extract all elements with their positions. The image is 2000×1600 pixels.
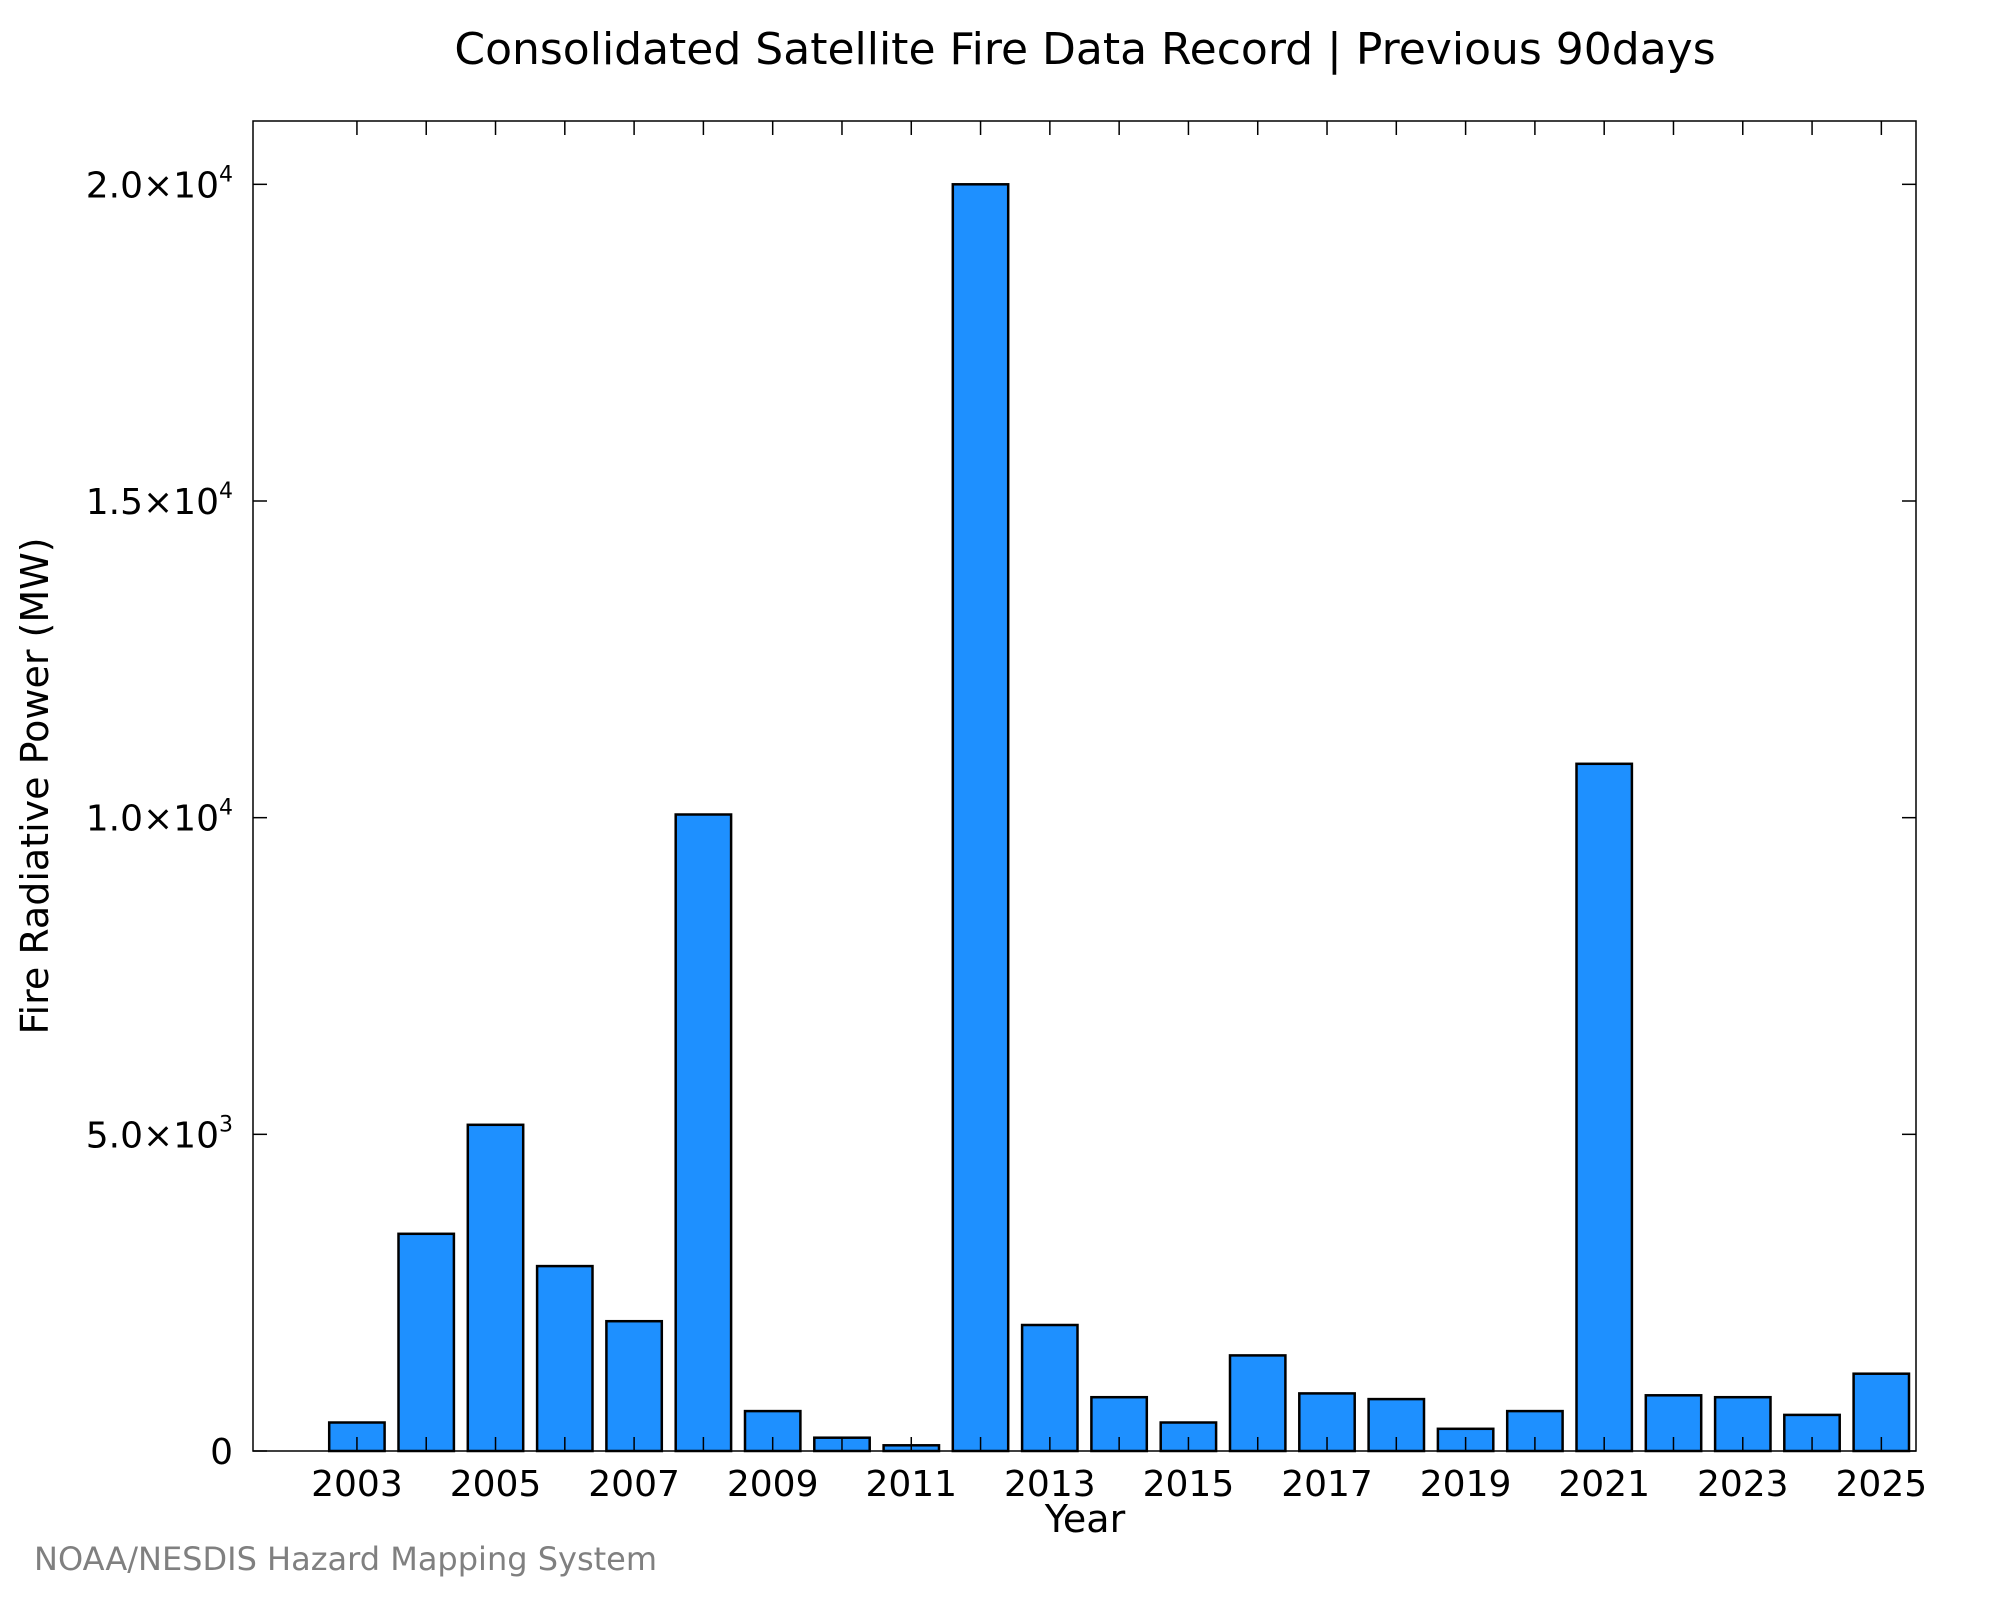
x-tick-label: 2005 — [450, 1464, 542, 1505]
plot-frame — [252, 120, 1917, 1452]
y-axis: 0 5.0×103 1.0×104 1.5×104 2.0×104 — [86, 162, 1916, 1473]
bar-2016 — [1228, 1354, 1287, 1453]
x-tick-label: 2021 — [1558, 1464, 1650, 1505]
bar-2013 — [1020, 1323, 1079, 1453]
x-tick-label: 2007 — [588, 1464, 680, 1505]
bar-2006 — [535, 1264, 594, 1453]
x-tick-label: 2003 — [311, 1464, 403, 1505]
y-axis-label: Fire Radiative Power (MW) — [13, 537, 57, 1034]
x-tick-label: 2025 — [1836, 1464, 1928, 1505]
x-tick-label: 2009 — [727, 1464, 819, 1505]
x-tick-label: 2023 — [1697, 1464, 1789, 1505]
x-tick-label: 2013 — [1004, 1464, 1096, 1505]
chart-title: Consolidated Satellite Fire Data Record … — [454, 24, 1715, 75]
y-tick-label: 1.0×104 — [86, 796, 233, 840]
x-axis: 2003 2005 2007 2009 2011 2013 2015 2017 2019 2021… — [311, 121, 1927, 1505]
y-tick-label: 0 — [210, 1432, 233, 1473]
x-tick-label: 2019 — [1420, 1464, 1512, 1505]
bar-2012 — [951, 183, 1010, 1453]
x-tick-label: 2015 — [1143, 1464, 1235, 1505]
bar-2008 — [674, 813, 733, 1453]
x-tick-label: 2017 — [1281, 1464, 1373, 1505]
y-tick-label: 2.0×104 — [86, 162, 233, 206]
bar-2007 — [605, 1319, 664, 1453]
bar-2004 — [397, 1232, 456, 1453]
source-credit: NOAA/NESDIS Hazard Mapping System — [34, 1540, 658, 1578]
y-tick-label: 1.5×104 — [86, 479, 233, 523]
bar-2005 — [466, 1123, 525, 1453]
bar-2021 — [1575, 762, 1634, 1453]
y-tick-label: 5.0×103 — [86, 1112, 233, 1156]
x-tick-label: 2011 — [865, 1464, 957, 1505]
x-axis-label: Year — [1044, 1497, 1126, 1541]
bars-group — [327, 183, 1911, 1453]
